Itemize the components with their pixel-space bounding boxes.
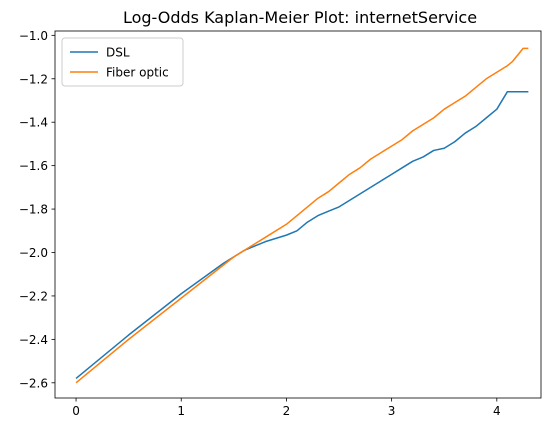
y-tick-label: −2.0: [19, 246, 48, 260]
axes-border: [54, 30, 542, 399]
series-line-0: [75, 91, 529, 380]
x-tick-label: 4: [493, 404, 501, 418]
y-tick-label: −1.8: [19, 203, 48, 217]
x-tick-label: 0: [72, 404, 80, 418]
x-axis: 0 1 2 3 4: [72, 398, 501, 418]
y-tick-label: −2.6: [19, 376, 48, 390]
y-tick-label: −1.0: [19, 29, 48, 43]
y-tick-label: −1.2: [19, 72, 48, 86]
series-line-1: [75, 47, 529, 384]
legend-label-1: Fiber optic: [106, 66, 169, 80]
y-tick-label: −1.6: [19, 159, 48, 173]
legend-label-0: DSL: [106, 46, 130, 60]
axes-frame: [54, 30, 542, 399]
y-axis: −2.6 −2.4 −2.2 −2.0 −1.8 −1.6 −1.4 −1.2 −1.0: [19, 29, 55, 390]
chart-title: Log-Odds Kaplan-Meier Plot: internetServ…: [123, 8, 477, 27]
y-tick-label: −2.2: [19, 289, 48, 303]
legend-box: [61, 37, 184, 87]
series-layer: [75, 47, 529, 384]
x-tick-label: 2: [283, 404, 291, 418]
y-tick-label: −2.4: [19, 333, 48, 347]
x-tick-label: 1: [177, 404, 185, 418]
y-tick-label: −1.4: [19, 116, 48, 130]
legend: DSL Fiber optic: [61, 37, 184, 87]
x-tick-label: 3: [388, 404, 396, 418]
